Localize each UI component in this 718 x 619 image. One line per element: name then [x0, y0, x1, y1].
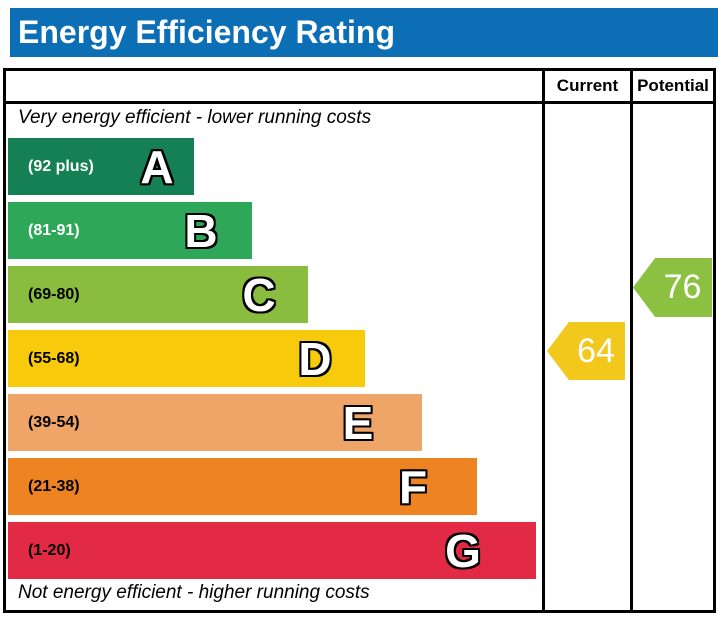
band-range-label-b: (81-91)	[28, 221, 80, 239]
band-bar-b: (81-91) B	[8, 202, 252, 259]
band-letter-f: F	[398, 460, 428, 513]
band-letter-g: G	[445, 524, 481, 577]
band-letter-b: B	[184, 204, 218, 257]
band-bar-g: (1-20) G	[8, 522, 536, 579]
band-bar-f: (21-38) F	[8, 458, 477, 515]
band-bar-c: (69-80) C	[8, 266, 308, 323]
current-rating-arrow: 64	[547, 322, 625, 380]
band-range-label-g: (1-20)	[28, 541, 71, 559]
potential-rating-value: 76	[663, 268, 702, 306]
potential-column-header: Potential	[637, 76, 709, 95]
band-range-label-e: (39-54)	[28, 413, 80, 431]
current-column-header: Current	[556, 76, 619, 95]
band-letter-e: E	[342, 396, 374, 449]
band-letter-a: A	[140, 140, 174, 193]
band-range-label-a: (92 plus)	[28, 157, 94, 175]
band-letter-c: C	[242, 268, 276, 321]
band-range-label-f: (21-38)	[28, 477, 80, 495]
potential-rating-arrow: 76	[633, 258, 712, 317]
potential-column-border	[630, 71, 633, 610]
energy-rating-chart: Current Potential Very energy efficient …	[3, 68, 716, 613]
title-bar: Energy Efficiency Rating	[10, 8, 718, 57]
band-range-label-d: (55-68)	[28, 349, 80, 367]
page-title: Energy Efficiency Rating	[18, 14, 395, 50]
bottom-caption: Not energy efficient - higher running co…	[18, 582, 370, 603]
band-bar-e: (39-54) E	[8, 394, 422, 451]
band-range-label-c: (69-80)	[28, 285, 80, 303]
current-column-border	[542, 71, 545, 610]
band-bar-d: (55-68) D	[8, 330, 365, 387]
header-divider	[6, 101, 713, 104]
band-bar-a: (92 plus) A	[8, 138, 194, 195]
current-rating-value: 64	[577, 331, 615, 370]
band-letter-d: D	[298, 332, 332, 385]
top-caption: Very energy efficient - lower running co…	[18, 107, 372, 128]
